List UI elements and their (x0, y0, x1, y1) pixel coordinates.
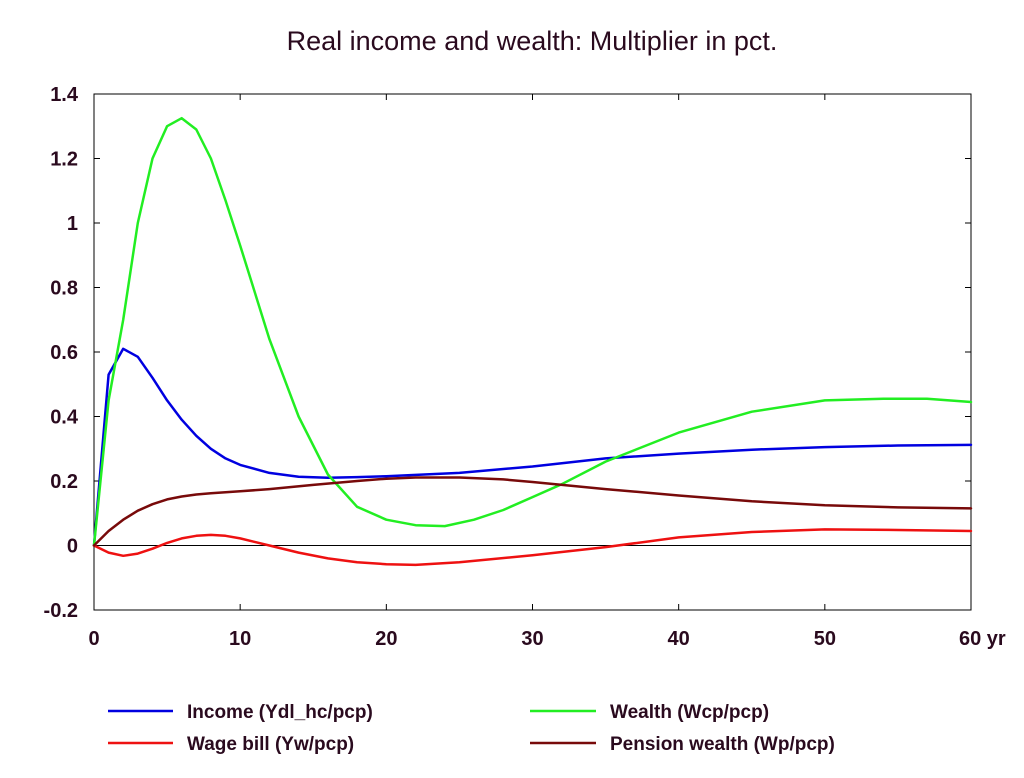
x-tick-label: 60 yr (959, 628, 1006, 650)
x-tick-label: 0 (88, 628, 99, 650)
series-line-1 (92, 347, 973, 547)
x-tick-label: 30 (521, 628, 543, 650)
x-tick-label: 50 (814, 628, 836, 650)
y-tick-label: 0.2 (50, 471, 78, 493)
plot-frame (93, 93, 972, 611)
y-tick-label: 0.4 (50, 407, 79, 429)
y-tick-label: 0 (67, 536, 78, 558)
chart-title: Real income and wealth: Multiplier in pc… (287, 26, 778, 56)
y-tick-label: 1.2 (50, 149, 78, 171)
y-tick-label: -0.2 (44, 600, 78, 622)
series-line-4 (92, 476, 973, 547)
y-tick-label: 0.8 (50, 278, 78, 300)
y-tick-label: 0.6 (50, 342, 78, 364)
legend-label: Income (Ydl_hc/pcp) (187, 702, 373, 723)
legend: Income (Ydl_hc/pcp) Wealth (Wcp/pcp) Wage … (108, 702, 835, 755)
legend-label: Pension wealth (Wp/pcp) (610, 734, 835, 755)
legend-label: Wealth (Wcp/pcp) (610, 702, 769, 723)
tick-labels: -0.2 0 0.2 0.4 0.6 0.8 1 1.2 1.4 0 10 20 30 40 50 60 yr (44, 84, 1006, 650)
axis-ticks (93, 93, 972, 611)
plot-border (93, 93, 972, 611)
x-tick-label: 40 (668, 628, 690, 650)
y-tick-label: 1 (67, 213, 78, 235)
series-lines (92, 116, 973, 567)
y-tick-label: 1.4 (50, 84, 79, 106)
series-line-3 (92, 528, 973, 567)
x-tick-label: 10 (229, 628, 251, 650)
x-tick-label: 20 (375, 628, 397, 650)
legend-label: Wage bill (Yw/pcp) (187, 734, 354, 755)
series-line-2 (92, 116, 973, 547)
